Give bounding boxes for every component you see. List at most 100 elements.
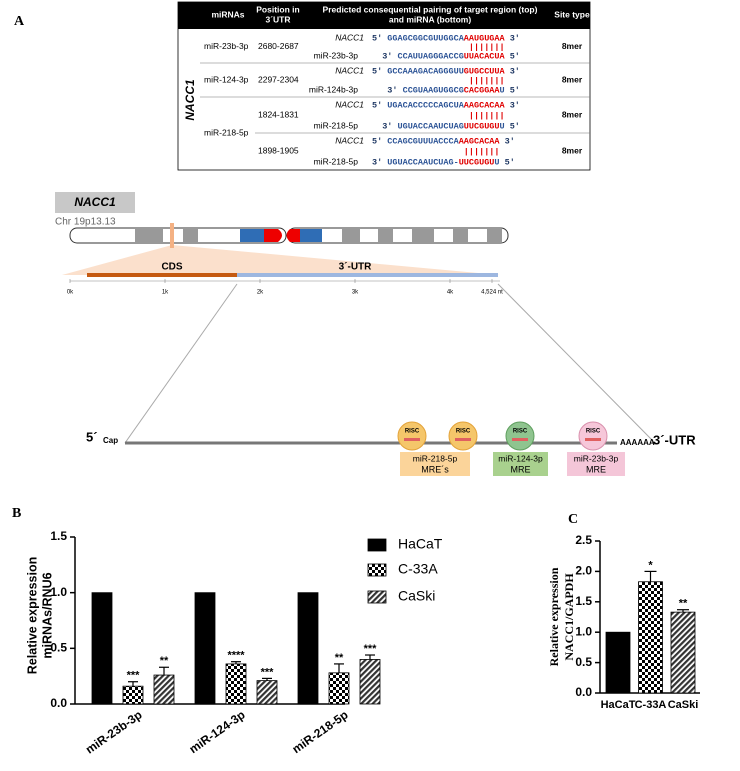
scale-label: 2k <box>257 290 264 296</box>
risc <box>397 421 427 451</box>
bar <box>670 611 696 694</box>
table-header: Site type <box>554 9 590 19</box>
band <box>240 229 264 242</box>
locus: Chr 19p13.13 <box>55 217 116 228</box>
significance: *** <box>364 643 378 655</box>
seq-end: 5' <box>510 121 520 131</box>
risc <box>448 421 478 451</box>
site-type: 8mer <box>562 145 583 155</box>
y-tick-label: 0.5 <box>575 655 592 669</box>
mre-label: MRE´s <box>421 464 449 474</box>
y-tick-label: 1.0 <box>50 585 67 599</box>
significance: ** <box>160 655 169 667</box>
pairing: ||||||| <box>469 111 505 121</box>
table-header: 3´UTR <box>265 14 290 24</box>
locus-marker <box>170 223 174 248</box>
bar <box>256 680 278 705</box>
zoom-line <box>497 283 656 444</box>
y-tick-label: 1.0 <box>575 624 592 638</box>
chromosome <box>69 223 509 248</box>
seq-end: 5' <box>372 136 382 146</box>
site-type: 8mer <box>562 109 583 119</box>
mirna: miR-218-5p <box>204 127 249 137</box>
centromere <box>286 229 300 242</box>
mirna-seed: UUCGUGU <box>464 121 500 131</box>
mre-label: MRE <box>586 464 606 474</box>
y-tick-label: 0.0 <box>575 685 592 699</box>
band <box>487 229 502 242</box>
y-tick-label: 1.5 <box>575 594 592 608</box>
utr-label: 3´-UTR <box>339 262 373 273</box>
risc-mirna <box>455 438 471 441</box>
mirna-name: miR-218-5p <box>314 156 359 166</box>
legend-swatch <box>367 538 387 552</box>
mirna-name: miR-124b-3p <box>309 84 358 94</box>
risc-label: RISC <box>456 429 471 435</box>
target-name: NACC1 <box>335 65 364 75</box>
target-seq: UGACACCCCCAGCUA <box>387 100 464 110</box>
mre-box <box>567 452 625 476</box>
significance: ** <box>335 652 344 664</box>
position: 2680-2687 <box>258 41 299 51</box>
seq-end: 3' <box>505 136 515 146</box>
site-type: 8mer <box>562 74 583 84</box>
y-axis-label: Relative expression <box>547 567 561 666</box>
mirna-seq: CCGUAAGUGGCG <box>403 85 464 95</box>
band <box>183 229 198 242</box>
table-header: miRNAs <box>211 9 244 19</box>
significance: *** <box>261 666 275 678</box>
utr-bar <box>237 273 498 277</box>
y-tick-label: 1.5 <box>50 529 67 543</box>
position: 1898-1905 <box>258 145 299 155</box>
chromosome-arm <box>69 227 287 244</box>
mirna-seed: UUCGUGU <box>459 157 495 167</box>
x-tick-label: HaCaT <box>601 699 636 711</box>
target-name: NACC1 <box>335 99 364 109</box>
bar <box>605 631 631 694</box>
risc-mirna <box>585 438 601 441</box>
bar <box>638 581 663 694</box>
pairing: ||||||| <box>469 42 505 52</box>
position: 1824-1831 <box>258 109 299 119</box>
risc <box>505 421 535 451</box>
target-seed: GUGCCUUA <box>464 66 506 76</box>
seq-end: 3' <box>510 100 520 110</box>
cap: Cap <box>103 436 118 445</box>
seq-end: 3' <box>510 33 520 43</box>
table-header: Position in <box>256 4 299 14</box>
significance: *** <box>127 670 141 682</box>
legend-swatch <box>367 590 387 604</box>
scale-label: 1k <box>162 290 169 296</box>
risc-label: RISC <box>513 429 528 435</box>
position: 2297-2304 <box>258 74 299 84</box>
mirna-name: miR-218-5p <box>314 120 359 130</box>
scale-label: 0k <box>67 290 74 296</box>
x-tick-label: CaSki <box>668 699 699 711</box>
table-header: and miRNA (bottom) <box>389 14 471 24</box>
seq-end: 5' <box>372 33 382 43</box>
poly-a: AAAAAA <box>620 438 655 447</box>
scale-label: 3k <box>352 290 359 296</box>
y-axis-label: NACC1/GAPDH <box>562 573 576 661</box>
x-tick-label: miR-218-5p <box>290 708 351 757</box>
target-seq: CCAGCGUUUACCCA <box>387 136 459 146</box>
gene-name: NACC1 <box>74 195 116 209</box>
zoom-line <box>124 283 238 444</box>
gene-box <box>55 192 135 213</box>
seq-end: 5' <box>372 100 382 110</box>
significance: ** <box>679 598 688 610</box>
legend-label: HaCaT <box>398 536 443 552</box>
seq-end: 3' <box>387 85 397 95</box>
cds-label: CDS <box>161 262 182 273</box>
mirna-tail: U <box>500 121 505 131</box>
mirna-name: miR-23b-3p <box>314 50 359 60</box>
significance: **** <box>227 650 245 662</box>
mre-mirna: miR-124-3p <box>498 453 543 463</box>
y-tick-label: 2.5 <box>575 533 592 547</box>
bar <box>91 592 113 705</box>
pairing: ||||||| <box>464 147 500 157</box>
x-tick-label: miR-23b-3p <box>83 708 145 757</box>
mirna: miR-124-3p <box>204 74 249 84</box>
y-tick-label: 0.0 <box>50 696 67 710</box>
